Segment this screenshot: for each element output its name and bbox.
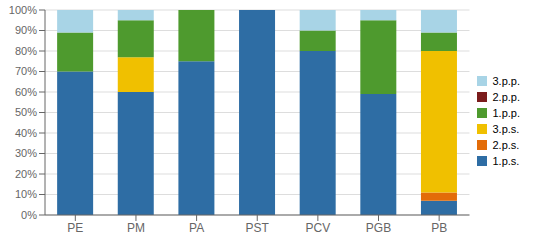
svg-text:90%: 90%	[15, 24, 37, 36]
svg-text:20%: 20%	[15, 168, 37, 180]
svg-text:100%: 100%	[9, 4, 37, 16]
html-text:3.p.s.: 3.p.s.	[492, 122, 520, 135]
svg-text:10%: 10%	[15, 188, 37, 200]
svg-text:60%: 60%	[15, 86, 37, 98]
svg-text:PGB: PGB	[366, 221, 391, 235]
svg-text:PA: PA	[189, 221, 204, 235]
html-text:3.p.p.: 3.p.p.	[492, 74, 520, 87]
html-text:1.p.p.: 1.p.p.	[492, 106, 520, 119]
svg-text:70%: 70%	[15, 65, 37, 77]
html-text:2.p.s.: 2.p.s.	[492, 138, 520, 151]
svg-text:50%: 50%	[15, 106, 37, 118]
html-text:2.p.p.: 2.p.p.	[492, 90, 520, 103]
svg-text:PE: PE	[67, 221, 83, 235]
html-text:1.p.s.: 1.p.s.	[492, 154, 520, 167]
svg-text:PM: PM	[127, 221, 145, 235]
svg-text:PCV: PCV	[306, 221, 331, 235]
svg-text:80%: 80%	[15, 45, 37, 57]
svg-text:30%: 30%	[15, 147, 37, 159]
svg-text:0%: 0%	[21, 209, 37, 221]
svg-text:PST: PST	[246, 221, 270, 235]
svg-text:40%: 40%	[15, 127, 37, 139]
svg-text:PB: PB	[431, 221, 447, 235]
